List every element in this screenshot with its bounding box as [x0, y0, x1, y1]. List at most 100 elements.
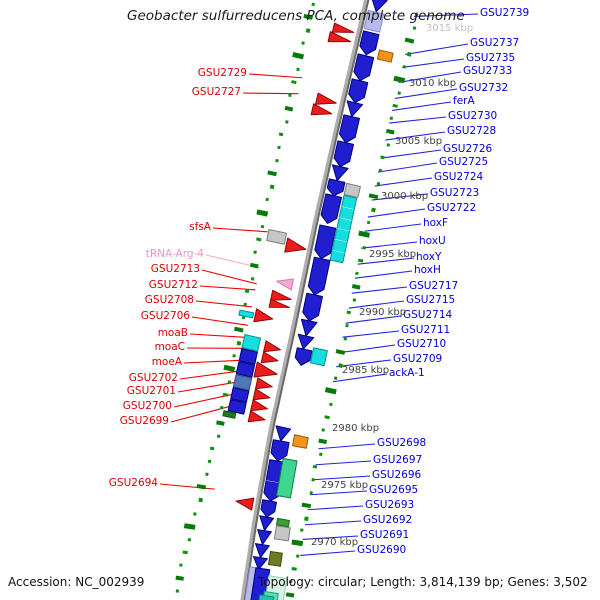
gene-label-right[interactable]: GSU2696 [372, 469, 422, 481]
gene-glyph[interactable] [292, 434, 309, 449]
gene-label-right[interactable]: GSU2693 [365, 499, 415, 511]
gene-glyph[interactable] [257, 529, 272, 546]
gene-glyph[interactable] [339, 114, 360, 144]
gene-glyph[interactable] [300, 318, 318, 337]
gene-label-right[interactable]: GSU2733 [463, 65, 513, 77]
gene-glyph[interactable] [331, 22, 355, 33]
gene-label-right[interactable]: GSU2714 [403, 309, 453, 321]
gene-label-right[interactable]: GSU2711 [401, 324, 451, 336]
gene-label-right[interactable]: ackA-1 [389, 367, 425, 379]
gene-glyph[interactable] [238, 309, 255, 319]
gene-glyph[interactable] [284, 237, 307, 253]
gene-glyph[interactable] [260, 499, 277, 518]
gene-glyph[interactable] [332, 164, 349, 182]
gene-label-right[interactable]: hoxH [414, 264, 441, 276]
gene-label-left[interactable]: moaB [157, 327, 188, 339]
gene-label-left[interactable]: GSU2708 [144, 294, 194, 306]
gene-label-right[interactable]: hoxU [419, 235, 446, 247]
gene-label-left[interactable]: GSU2699 [119, 415, 169, 427]
gene-label-left[interactable]: moaC [154, 341, 185, 353]
gene-label-left[interactable]: tRNA-Arg-4 [145, 248, 204, 260]
gene-label-left[interactable]: GSU2700 [122, 400, 172, 412]
gene-glyph[interactable] [270, 439, 290, 462]
gene-glyph[interactable] [232, 374, 253, 391]
gene-glyph[interactable] [244, 566, 257, 600]
gene-glyph[interactable] [348, 78, 369, 104]
gene-label-right[interactable]: GSU2692 [363, 514, 413, 526]
gene-glyph[interactable] [222, 410, 237, 419]
gene-glyph[interactable] [336, 228, 350, 232]
gene-glyph[interactable] [297, 333, 315, 350]
gene-glyph[interactable] [241, 334, 261, 352]
gene-label-right[interactable]: GSU2730 [448, 110, 498, 122]
gene-label-left[interactable]: GSU2727 [191, 86, 241, 98]
gene-label-left[interactable]: GSU2729 [197, 67, 247, 79]
gene-glyph[interactable] [273, 525, 291, 542]
gene-glyph[interactable] [371, 0, 388, 13]
gene-glyph[interactable] [268, 551, 283, 567]
gene-label-right[interactable]: GSU2735 [466, 52, 516, 64]
gene-label-right[interactable]: GSU2737 [470, 37, 520, 49]
gene-glyph[interactable] [307, 256, 331, 296]
gene-glyph[interactable] [276, 517, 290, 528]
gene-glyph[interactable] [334, 239, 348, 243]
gene-label-left[interactable]: GSU2706 [140, 310, 190, 322]
gene-label-right[interactable]: ferA [453, 95, 475, 107]
gene-glyph[interactable] [276, 458, 298, 499]
gene-glyph[interactable] [294, 347, 313, 366]
gene-glyph[interactable] [266, 480, 282, 484]
gene-glyph[interactable] [268, 298, 291, 308]
gene-glyph[interactable] [258, 594, 275, 600]
gene-glyph[interactable] [276, 278, 294, 291]
gene-glyph[interactable] [315, 92, 337, 105]
gene-label-left[interactable]: GSU2694 [108, 477, 158, 489]
gene-glyph[interactable] [275, 425, 292, 442]
gene-label-right[interactable]: GSU2698 [377, 437, 427, 449]
gene-glyph[interactable] [227, 399, 247, 415]
gene-label-right[interactable]: GSU2709 [393, 353, 443, 365]
gene-label-right[interactable]: GSU2726 [443, 143, 493, 155]
gene-glyph[interactable] [266, 229, 288, 245]
gene-glyph[interactable] [353, 53, 375, 82]
gene-glyph[interactable] [341, 206, 355, 210]
gene-glyph[interactable] [260, 351, 279, 364]
gene-label-right[interactable]: GSU2723 [430, 187, 480, 199]
gene-glyph[interactable] [376, 49, 394, 63]
gene-label-right[interactable]: GSU2715 [406, 294, 456, 306]
gene-glyph[interactable] [329, 194, 358, 264]
gene-glyph[interactable] [338, 217, 352, 221]
gene-glyph[interactable] [235, 361, 256, 378]
gene-label-right[interactable]: hoxY [416, 251, 442, 263]
gene-label-right[interactable]: GSU2724 [434, 171, 484, 183]
gene-label-right[interactable]: hoxF [423, 217, 449, 229]
gene-glyph[interactable] [259, 515, 275, 532]
gene-glyph[interactable] [332, 250, 345, 254]
gene-glyph[interactable] [253, 361, 278, 378]
gene-glyph[interactable] [238, 348, 258, 365]
gene-glyph[interactable] [309, 347, 328, 367]
gene-label-left[interactable]: GSU2702 [128, 372, 178, 384]
gene-glyph[interactable] [346, 100, 364, 118]
gene-glyph[interactable] [255, 377, 273, 390]
gene-glyph[interactable] [255, 543, 270, 559]
gene-glyph[interactable] [247, 410, 266, 423]
gene-glyph[interactable] [326, 178, 346, 197]
gene-glyph[interactable] [263, 340, 281, 353]
gene-glyph[interactable] [302, 292, 323, 322]
gene-label-right[interactable]: GSU2739 [480, 7, 530, 19]
gene-glyph[interactable] [314, 224, 337, 260]
gene-label-right[interactable]: GSU2722 [427, 202, 477, 214]
gene-label-left[interactable]: moeA [151, 356, 182, 368]
gene-label-right[interactable]: GSU2691 [360, 529, 410, 541]
gene-label-right[interactable]: GSU2725 [439, 156, 489, 168]
gene-label-right[interactable]: GSU2710 [397, 338, 447, 350]
gene-glyph[interactable] [363, 9, 385, 33]
gene-label-right[interactable]: GSU2717 [409, 280, 459, 292]
gene-glyph[interactable] [333, 140, 354, 168]
gene-label-left[interactable]: GSU2712 [148, 279, 198, 291]
gene-label-right[interactable]: GSU2697 [373, 454, 423, 466]
gene-glyph[interactable] [310, 103, 333, 116]
gene-glyph[interactable] [253, 556, 268, 571]
gene-label-left[interactable]: GSU2713 [150, 263, 200, 275]
gene-glyph[interactable] [359, 30, 380, 56]
